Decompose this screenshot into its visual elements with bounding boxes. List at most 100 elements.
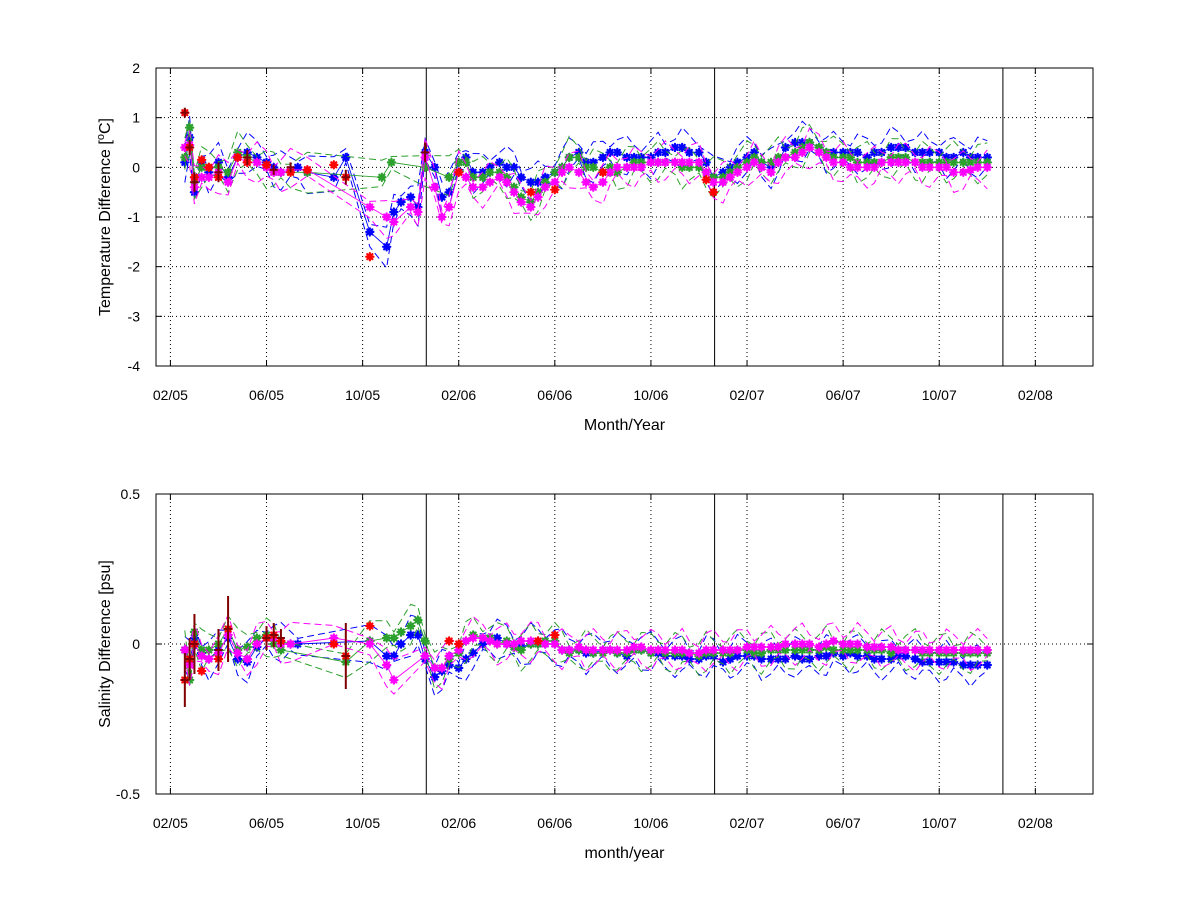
temperature-red-point-14 xyxy=(454,167,464,177)
temperature-green-point-65 xyxy=(821,147,832,158)
temperature-blue-point-35 xyxy=(509,162,519,173)
salinity-blue-point-19 xyxy=(405,630,416,640)
salinity-magenta-point-58 xyxy=(742,642,752,652)
salinity-magenta-point-26 xyxy=(485,636,495,646)
temperature-magenta-point-4 xyxy=(204,172,214,182)
temperature-blue-point-36 xyxy=(516,172,526,182)
temperature-blue-point-19 xyxy=(381,242,392,252)
temperature-green-point-54 xyxy=(732,162,743,173)
temperature-green-point-83 xyxy=(965,157,976,168)
salinity-red-point-13 xyxy=(454,639,464,649)
temperature-magenta-point-74 xyxy=(852,162,863,173)
temperature-magenta-point-15 xyxy=(365,202,375,212)
temperature-x-tick-label-0: 02/05 xyxy=(153,387,188,403)
temperature-y-label-prefix: Temperature Difference [ xyxy=(97,140,114,316)
salinity-series-magenta xyxy=(180,613,992,695)
salinity-magenta-point-61 xyxy=(766,642,776,652)
temperature-x-tick-label-9: 02/08 xyxy=(1018,387,1053,403)
salinity-magenta-point-57 xyxy=(732,645,743,655)
temperature-magenta-point-53 xyxy=(684,157,695,168)
salinity-ticks: 02/05 06/05 10/05 02/06 06/06 10/06 02/07 06/07… xyxy=(116,486,1093,831)
temperature-magenta-point-37 xyxy=(557,167,567,177)
temperature-blue-point-32 xyxy=(485,162,495,173)
salinity-magenta-point-45 xyxy=(636,642,647,652)
temperature-magenta-band-upper xyxy=(184,127,988,213)
temperature-green-point-52 xyxy=(718,172,728,182)
salinity-magenta-point-72 xyxy=(852,639,863,649)
temperature-green-point-26 xyxy=(509,182,519,192)
temperature-magenta-point-50 xyxy=(660,157,671,168)
salinity-magenta-point-36 xyxy=(564,645,574,655)
salinity-magenta-point-34 xyxy=(550,639,560,649)
temperature-magenta-point-82 xyxy=(917,162,928,173)
temperature-series-red xyxy=(180,107,719,262)
salinity-y-tick-label-0: -0.5 xyxy=(116,786,140,802)
salinity-red-point-11 xyxy=(365,621,375,631)
salinity-red-point-12 xyxy=(444,636,454,646)
salinity-green-point-66 xyxy=(790,645,800,655)
salinity-blue-point-84 xyxy=(924,657,935,667)
salinity-magenta-point-87 xyxy=(972,645,983,655)
salinity-magenta-point-30 xyxy=(516,636,526,646)
salinity-x-tick-label-7: 06/07 xyxy=(826,815,861,831)
temperature-green-band-upper xyxy=(184,120,988,193)
temperature-magenta-point-32 xyxy=(516,197,526,207)
salinity-series-blue xyxy=(180,614,992,697)
salinity-magenta-point-49 xyxy=(670,645,680,655)
salinity-x-tick-label-1: 06/05 xyxy=(249,815,284,831)
salinity-magenta-point-44 xyxy=(629,642,639,652)
salinity-magenta-point-82 xyxy=(934,645,944,655)
salinity-green-point-8 xyxy=(242,642,252,652)
temperature-magenta-point-88 xyxy=(965,165,976,175)
salinity-green-point-65 xyxy=(780,645,791,655)
temperature-magenta-point-52 xyxy=(677,157,687,168)
temperature-blue-point-16 xyxy=(329,172,339,182)
temperature-green-point-23 xyxy=(485,167,495,177)
salinity-blue-point-18 xyxy=(396,639,406,649)
salinity-magenta-point-43 xyxy=(622,645,632,655)
temperature-magenta-point-23 xyxy=(444,202,454,212)
temperature-magenta-point-44 xyxy=(612,162,622,173)
salinity-red-point-14 xyxy=(533,636,543,646)
temperature-magenta-point-49 xyxy=(653,157,663,168)
temperature-blue-point-70 xyxy=(790,137,800,148)
temperature-magenta-point-57 xyxy=(718,177,728,187)
salinity-magenta-point-0 xyxy=(180,645,190,655)
salinity-magenta-point-66 xyxy=(804,639,815,649)
temperature-x-tick-label-1: 06/05 xyxy=(249,387,284,403)
salinity-magenta-point-29 xyxy=(509,639,519,649)
temperature-magenta-band-lower xyxy=(184,155,988,239)
salinity-magenta-point-69 xyxy=(828,636,839,646)
salinity-magenta-point-59 xyxy=(749,642,759,652)
temperature-magenta-point-21 xyxy=(429,182,440,192)
temperature-green-point-57 xyxy=(756,157,767,168)
temperature-magenta-point-85 xyxy=(941,162,952,173)
temperature-green-point-82 xyxy=(958,157,968,168)
salinity-x-tick-label-6: 02/07 xyxy=(730,815,765,831)
salinity-x-tick-label-8: 10/07 xyxy=(922,815,957,831)
salinity-magenta-point-41 xyxy=(605,645,615,655)
salinity-x-axis-label: month/year xyxy=(584,845,665,862)
temperature-y-axis-label: Temperature Difference [oC] xyxy=(95,118,114,316)
temperature-magenta-point-84 xyxy=(934,162,944,173)
temperature-y-tick-label-5: 1 xyxy=(132,110,140,126)
temperature-magenta-point-12 xyxy=(276,167,286,177)
temperature-x-tick-label-3: 02/06 xyxy=(441,387,476,403)
temperature-magenta-point-67 xyxy=(797,147,807,158)
salinity-blue-point-58 xyxy=(718,657,728,667)
temperature-magenta-point-58 xyxy=(725,172,735,182)
temperature-magenta-point-45 xyxy=(622,162,632,173)
salinity-magenta-point-51 xyxy=(684,648,695,658)
salinity-magenta-point-8 xyxy=(242,654,252,664)
temperature-magenta-point-35 xyxy=(540,182,550,192)
temperature-magenta-point-56 xyxy=(708,177,719,187)
temperature-red-point-6 xyxy=(232,152,243,163)
temperature-reference-lines xyxy=(425,68,1004,366)
temperature-magenta-point-36 xyxy=(550,177,560,187)
temperature-magenta-point-81 xyxy=(910,157,920,168)
temperature-x-tick-label-2: 10/05 xyxy=(345,387,380,403)
salinity-series-darkred xyxy=(180,596,350,707)
temperature-magenta-point-46 xyxy=(629,162,639,173)
salinity-blue-point-63 xyxy=(756,654,767,664)
